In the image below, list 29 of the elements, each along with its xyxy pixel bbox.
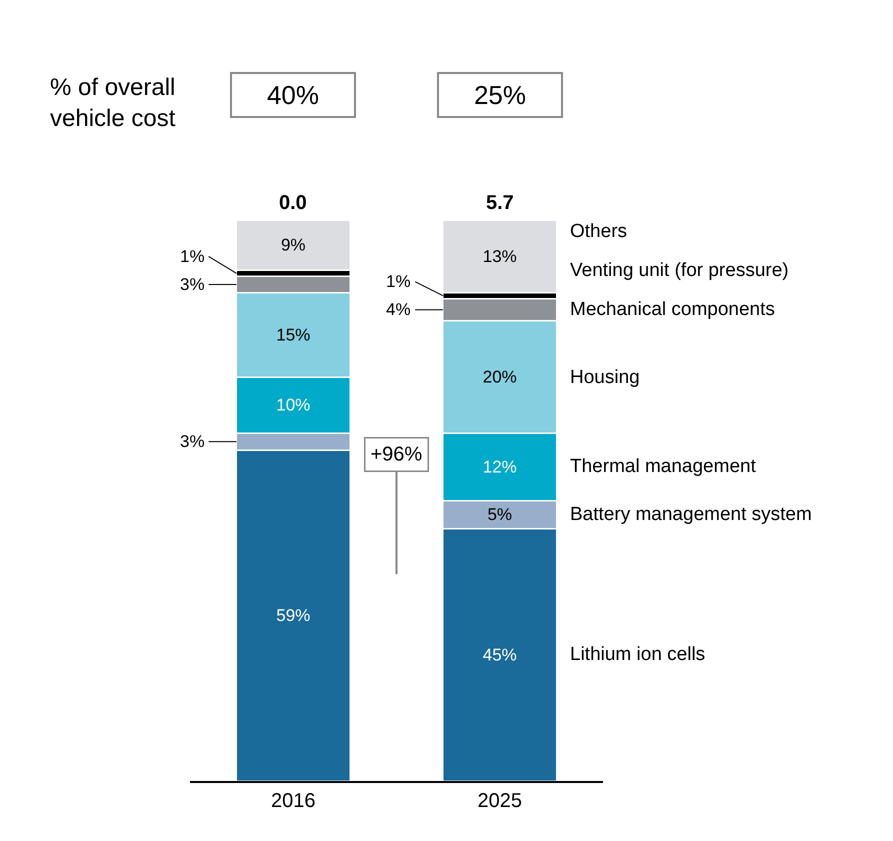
data-label: 45% xyxy=(482,645,517,664)
data-label: 10% xyxy=(276,396,310,415)
data-label: 1% xyxy=(180,247,205,266)
annotation: 5.7 xyxy=(486,192,514,214)
data-label: 20% xyxy=(482,368,517,387)
series-label: Others xyxy=(570,221,628,242)
data-label: 12% xyxy=(482,457,517,476)
x-tick-label: 2016 xyxy=(271,790,316,812)
data-label: 59% xyxy=(276,606,310,626)
series-label: Thermal management xyxy=(570,456,757,477)
data-label: 4% xyxy=(386,300,411,319)
data-label: 1% xyxy=(386,272,411,291)
series-label: Battery management system xyxy=(570,504,812,525)
data-label: 5% xyxy=(487,505,512,524)
series-label: Housing xyxy=(570,367,640,388)
annotation: +96% xyxy=(370,444,422,466)
series-label: Mechanical components xyxy=(570,299,775,320)
text: % of overall vehicle cost xyxy=(50,74,176,132)
data-label: 3% xyxy=(180,432,205,451)
text: 40% xyxy=(266,80,320,110)
series-label: Lithium ion cells xyxy=(570,644,706,665)
series-label: Venting unit (for pressure) xyxy=(570,260,789,281)
annotation: 0.0 xyxy=(279,192,307,214)
x-tick-label: 2025 xyxy=(478,790,522,812)
data-label: 3% xyxy=(180,275,205,294)
data-label: 15% xyxy=(276,326,310,345)
data-label: 13% xyxy=(482,246,517,266)
data-label: 9% xyxy=(280,236,306,255)
text: 25% xyxy=(474,80,526,110)
